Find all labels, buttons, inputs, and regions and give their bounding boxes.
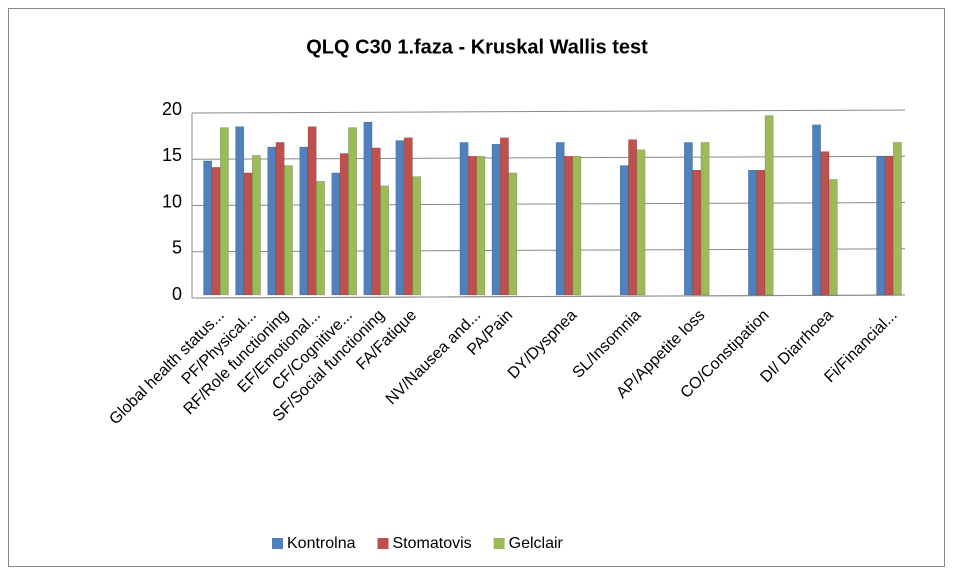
bar bbox=[700, 142, 710, 296]
bar bbox=[395, 140, 405, 296]
legend-label: Stomatovis bbox=[393, 535, 472, 552]
bar bbox=[892, 142, 902, 296]
bar bbox=[812, 124, 821, 296]
y-tick-label: 15 bbox=[162, 145, 182, 165]
bar bbox=[500, 137, 509, 296]
bar bbox=[564, 156, 573, 296]
bar bbox=[348, 127, 357, 296]
bar bbox=[380, 185, 389, 296]
bar bbox=[412, 176, 422, 296]
bar bbox=[275, 142, 285, 296]
y-tick-label: 20 bbox=[162, 99, 182, 119]
bar bbox=[211, 167, 221, 296]
bar bbox=[748, 169, 757, 296]
bar bbox=[636, 149, 646, 296]
bar bbox=[316, 180, 325, 296]
bar bbox=[683, 142, 693, 296]
bar bbox=[764, 115, 774, 296]
bar bbox=[508, 172, 518, 296]
bar bbox=[491, 143, 501, 296]
bar bbox=[756, 169, 766, 296]
bar bbox=[876, 156, 886, 296]
bar bbox=[299, 146, 309, 296]
bar bbox=[459, 142, 469, 296]
x-axis bbox=[191, 294, 906, 299]
legend-swatch bbox=[377, 538, 389, 549]
legend-label: Gelclair bbox=[509, 535, 564, 552]
bar bbox=[828, 179, 838, 296]
bar bbox=[331, 172, 341, 296]
legend-swatch bbox=[493, 538, 505, 549]
bar bbox=[251, 155, 261, 296]
bar bbox=[467, 156, 477, 296]
bar bbox=[884, 156, 894, 296]
bar bbox=[339, 153, 349, 296]
bar bbox=[403, 137, 413, 296]
bar bbox=[820, 151, 830, 296]
grid-line bbox=[191, 109, 906, 114]
bar bbox=[235, 126, 245, 296]
bar bbox=[307, 126, 317, 296]
bar bbox=[692, 169, 702, 296]
bar bbox=[219, 127, 229, 296]
y-tick-label: 5 bbox=[172, 238, 182, 258]
bar bbox=[628, 139, 638, 296]
chart-title: QLQ C30 1.faza - Kruskal Wallis test bbox=[306, 36, 648, 58]
bar bbox=[619, 165, 629, 296]
bar bbox=[476, 156, 486, 296]
bar bbox=[284, 165, 293, 296]
y-tick-label: 0 bbox=[172, 284, 182, 304]
bar bbox=[363, 121, 373, 296]
bar bbox=[203, 160, 213, 296]
bar bbox=[572, 156, 582, 296]
legend-swatch bbox=[272, 538, 283, 549]
bar bbox=[371, 147, 381, 296]
bar bbox=[243, 172, 253, 296]
legend-label: Kontrolna bbox=[287, 535, 356, 552]
bar bbox=[267, 146, 277, 296]
bar bbox=[555, 142, 565, 296]
y-tick-label: 10 bbox=[162, 191, 182, 211]
